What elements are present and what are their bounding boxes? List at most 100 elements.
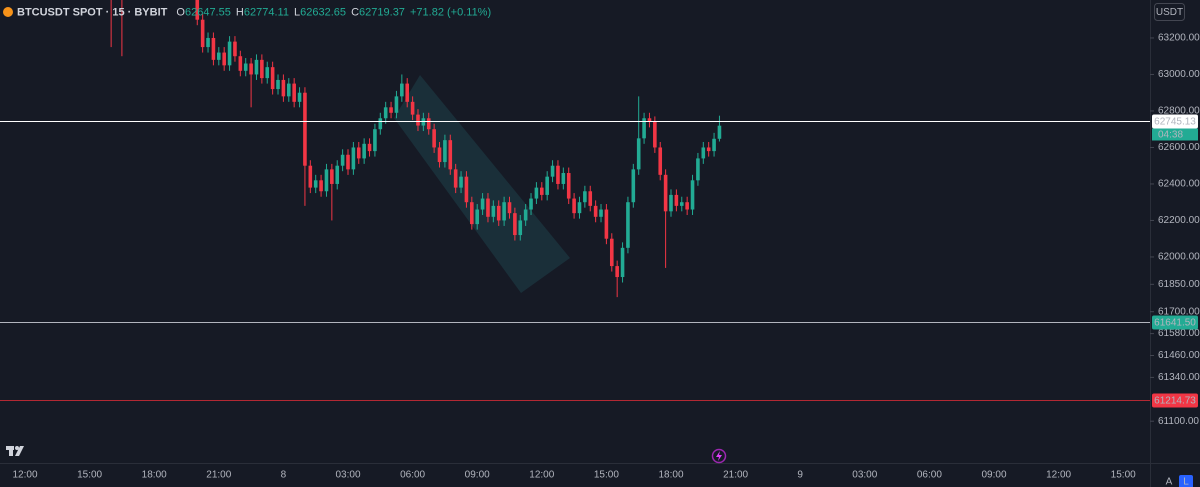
x-tick-label: 18:00 [142, 470, 167, 481]
candle-body [400, 83, 404, 97]
candle-body [669, 194, 673, 212]
candle-body [281, 79, 286, 97]
candle-body [577, 202, 582, 214]
price-line-label-bg [1152, 315, 1198, 330]
candle-body [356, 147, 361, 159]
candle-body [432, 129, 436, 148]
x-tick-label: 9 [797, 470, 803, 481]
candle-body [486, 198, 490, 217]
candle-body [496, 205, 501, 221]
candle-body [303, 92, 307, 166]
ohlc-value: 62647.55 [185, 6, 231, 18]
candle-body [545, 176, 549, 195]
candle-body [518, 220, 523, 236]
candle-body [696, 158, 700, 181]
candle-body [674, 194, 679, 206]
candle-body [480, 198, 485, 210]
candle-body [351, 147, 356, 170]
candle-body [604, 209, 609, 239]
y-tick-label: 61100.00 [1158, 416, 1199, 427]
candle-body [410, 101, 415, 115]
ohlc-value: 62774.11 [244, 6, 289, 18]
candle-body [690, 180, 695, 210]
candle-body [642, 118, 646, 139]
candle-body [443, 140, 447, 163]
candle-body [609, 238, 614, 267]
candle-body [324, 169, 329, 192]
currency-button[interactable] [1154, 3, 1185, 21]
candle-body [647, 118, 652, 122]
candle-body [276, 79, 280, 90]
log-button[interactable]: L [1183, 477, 1189, 487]
trend-channel [394, 75, 570, 293]
y-tick-label: 61460.00 [1158, 350, 1200, 361]
candle-body [265, 67, 270, 79]
candle-body [523, 209, 528, 221]
candle-body [319, 180, 323, 192]
auto-scale-button[interactable]: A [1166, 477, 1173, 487]
candle-body [464, 176, 469, 203]
ohlc-key: O [176, 6, 185, 18]
candle-body [249, 63, 253, 75]
candle-body [394, 96, 399, 113]
candle-body [373, 129, 377, 152]
candle-body [211, 37, 216, 60]
price-line-label: 62745.13 [1154, 117, 1196, 128]
candle-body [507, 202, 512, 214]
symbol[interactable]: BTCUSDT SPOT · 15 · BYBIT [17, 6, 168, 18]
candle-body [206, 37, 210, 48]
symbol-icon [3, 7, 13, 17]
candle-body [631, 169, 636, 203]
x-tick-label: 09:00 [981, 470, 1006, 481]
candle-body [470, 202, 474, 225]
plot-area [0, 0, 1150, 401]
candle-body [626, 202, 630, 248]
candle-body [534, 187, 539, 199]
candle-body [593, 205, 598, 217]
price-line-label-bg [1152, 393, 1198, 408]
candle-body [653, 121, 657, 148]
candle-body [346, 154, 350, 170]
y-tick-label: 62000.00 [1158, 252, 1200, 263]
candle-body [679, 202, 684, 206]
candle-body [405, 83, 410, 102]
candle-body [437, 147, 442, 163]
candle-body [717, 125, 722, 139]
price-line-label-bg [1152, 114, 1198, 129]
candle-body [491, 205, 496, 217]
candle-body [502, 202, 506, 221]
candle-body [550, 165, 555, 177]
y-tick-label: 63000.00 [1158, 69, 1200, 80]
candle-body [685, 202, 689, 210]
candle-body [566, 173, 571, 199]
x-tick-label: 03:00 [335, 470, 360, 481]
candle-body [620, 247, 625, 278]
log-button-bg[interactable] [1179, 475, 1193, 487]
candle-body [599, 209, 603, 217]
candle-body [340, 154, 345, 166]
x-tick-label: 09:00 [465, 470, 490, 481]
x-tick-label: 21:00 [206, 470, 231, 481]
candle-body [227, 41, 232, 66]
candle-body [658, 147, 663, 175]
candle-body [663, 174, 668, 212]
y-tick-label: 62800.00 [1158, 106, 1200, 117]
currency-label[interactable]: USDT [1156, 7, 1183, 18]
candle-body [233, 41, 237, 57]
x-tick-label: 12:00 [529, 470, 554, 481]
y-tick-label: 63200.00 [1158, 33, 1200, 44]
candle-body [367, 143, 372, 152]
candle-body [513, 213, 517, 236]
candle-body [448, 140, 453, 170]
price-line-label: 61641.50 [1154, 318, 1196, 329]
x-tick-label: 21:00 [723, 470, 748, 481]
ohlc-key: H [236, 6, 244, 18]
candle-body [330, 169, 334, 184]
candle-body [636, 138, 641, 170]
candle-body [286, 83, 291, 97]
lightning-button[interactable] [711, 448, 727, 464]
candle-body [378, 118, 383, 130]
candle-body [217, 52, 221, 60]
ohlc-key: C [351, 6, 359, 18]
